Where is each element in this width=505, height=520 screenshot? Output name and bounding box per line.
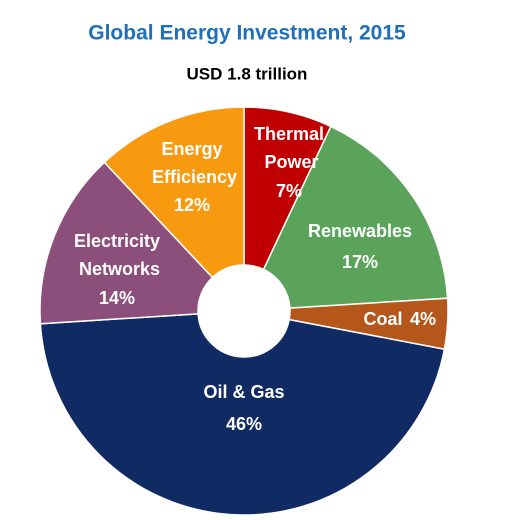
- slice-label: Electricity Networks: [74, 231, 160, 279]
- slice-label: Energy Efficiency: [147, 139, 237, 187]
- chart-subtitle: USD 1.8 trillion: [187, 64, 308, 83]
- donut-slice: [103, 106, 245, 279]
- slice-label: Oil & Gas: [203, 382, 284, 402]
- slice-label: Thermal Power: [254, 124, 324, 172]
- slice-value-label: 7%: [276, 181, 302, 201]
- slice-value-label: 46%: [226, 414, 262, 434]
- slice-value-label: 17%: [342, 252, 378, 272]
- donut-slice: [39, 161, 214, 325]
- slice-value-label: 12%: [174, 195, 210, 215]
- chart-title: Global Energy Investment, 2015: [88, 22, 406, 45]
- slice-value-label: 4%: [410, 309, 436, 329]
- donut-slice: [262, 125, 449, 309]
- slice-label: Renewables: [308, 221, 412, 241]
- donut-slice: [39, 313, 446, 516]
- slice-value-label: 14%: [99, 288, 135, 308]
- slice-label: Coal: [363, 309, 402, 329]
